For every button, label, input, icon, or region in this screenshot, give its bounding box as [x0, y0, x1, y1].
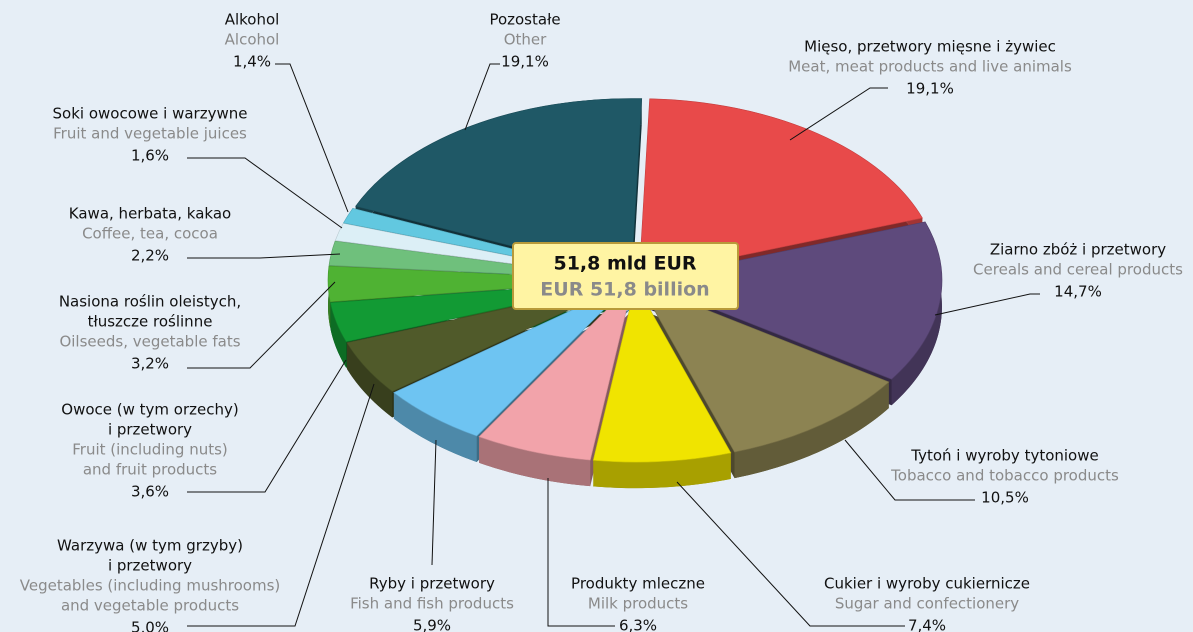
label-en: and fruit products — [83, 461, 217, 479]
slice — [393, 282, 631, 437]
slice-side — [346, 342, 393, 418]
slice — [640, 221, 943, 380]
leader-line — [464, 63, 500, 131]
leader-line — [934, 293, 1040, 316]
slice — [355, 98, 643, 277]
leader-line — [275, 63, 349, 213]
label-pl: Pozostałe — [489, 11, 560, 29]
label-pl: Warzywa (w tym grzyby) — [57, 537, 243, 555]
label-en: Alcohol — [225, 31, 280, 49]
value-label: 6,3% — [619, 617, 657, 632]
slice-side — [734, 382, 889, 479]
value-label: 14,7% — [1054, 283, 1102, 301]
value-label: 1,4% — [233, 53, 271, 71]
leader-line — [431, 439, 437, 566]
value-label: 19,1% — [501, 53, 549, 71]
value-label: 3,2% — [131, 355, 169, 373]
label-en: Meat, meat products and live animals — [788, 58, 1072, 76]
value-label: 5,0% — [131, 619, 169, 632]
leader-line — [789, 87, 888, 141]
slice — [327, 265, 629, 303]
label-en: and vegetable products — [61, 597, 239, 615]
label-pl: Nasiona roślin oleistych, — [59, 293, 241, 311]
label-en: Fruit (including nuts) — [72, 441, 228, 459]
label-en: Cereals and cereal products — [973, 261, 1183, 279]
label-en: Oilseeds, vegetable fats — [59, 333, 240, 351]
slice — [638, 98, 923, 278]
label-pl: Produkty mleczne — [571, 575, 705, 593]
slice-side — [891, 221, 942, 406]
label-pl: i przetwory — [108, 421, 192, 439]
label-pl: Ryby i przetwory — [369, 575, 495, 593]
label-pl: Ziarno zbóż i przetwory — [990, 241, 1166, 259]
leader-line — [187, 359, 347, 493]
label-en: Tobacco and tobacco products — [890, 467, 1119, 485]
label-pl: Alkohol — [225, 11, 280, 29]
label-en: Vegetables (including mushrooms) — [20, 577, 281, 595]
label-pl: i przetwory — [108, 557, 192, 575]
value-label: 2,2% — [131, 247, 169, 265]
label-en: Sugar and confectionery — [835, 595, 1019, 613]
slice-side — [393, 392, 477, 463]
label-pl: Tytoń i wyroby tytoniowe — [910, 447, 1098, 465]
slice-side — [479, 436, 591, 487]
slice-side — [330, 302, 347, 368]
leader-line — [676, 481, 905, 627]
center-label: EUR 51,8 billion — [540, 279, 709, 301]
slice-side — [593, 452, 731, 489]
leader-line — [547, 478, 615, 627]
slice — [638, 282, 890, 453]
label-en: Other — [504, 31, 547, 49]
label-en: Milk products — [588, 595, 688, 613]
slice — [478, 282, 634, 461]
center-box — [512, 242, 739, 310]
center-label: 51,8 mld EUR — [553, 253, 696, 275]
value-label: 1,6% — [131, 147, 169, 165]
label-pl: Mięso, przetwory mięsne i żywiec — [804, 38, 1056, 56]
leader-line — [844, 439, 975, 501]
value-label: 19,1% — [906, 80, 954, 98]
value-label: 10,5% — [981, 489, 1029, 507]
label-en: Fish and fish products — [350, 595, 514, 613]
slice — [592, 283, 732, 463]
value-label: 3,6% — [131, 483, 169, 501]
value-label: 5,9% — [413, 617, 451, 632]
leader-line — [187, 383, 375, 627]
label-pl: Cukier i wyroby cukiernicze — [824, 575, 1030, 593]
label-en: Coffee, tea, cocoa — [82, 225, 218, 243]
leader-line — [187, 281, 336, 369]
leader-line — [187, 253, 341, 259]
label-en: Fruit and vegetable juices — [53, 125, 247, 143]
leader-line — [187, 157, 343, 229]
label-pl: Soki owocowe i warzywne — [53, 105, 248, 123]
label-pl: Kawa, herbata, kakao — [69, 205, 231, 223]
label-pl: Owoce (w tym orzechy) — [61, 401, 238, 419]
value-label: 7,4% — [908, 617, 946, 632]
label-pl: tłuszcze roślinne — [88, 313, 213, 331]
